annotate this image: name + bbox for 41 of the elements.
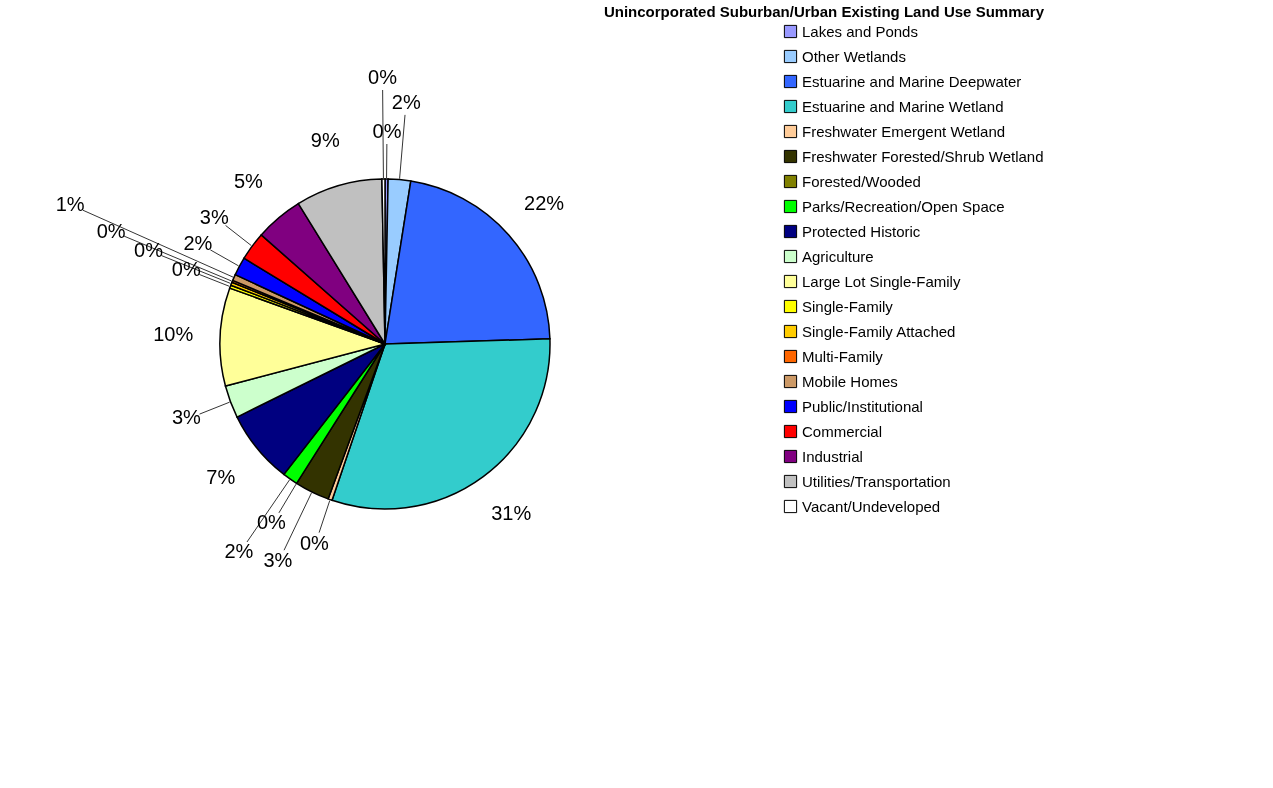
legend-label: Estuarine and Marine Deepwater <box>802 72 1022 90</box>
data-label: 0% <box>171 258 201 281</box>
legend-label: Protected Historic <box>802 222 921 240</box>
legend-label: Mobile Homes <box>802 372 898 390</box>
legend-label: Lakes and Ponds <box>802 22 918 40</box>
legend-label: Public/Institutional <box>802 397 923 415</box>
legend-label: Industrial <box>802 447 863 465</box>
legend-label: Forested/Wooded <box>802 172 921 190</box>
legend-label: Single-Family Attached <box>802 322 956 340</box>
text: 0% <box>256 511 286 533</box>
data-label: 0% <box>299 531 330 554</box>
legend-label: Freshwater Forested/Shrub Wetland <box>802 147 1044 165</box>
legend-label: Single-Family <box>802 297 894 315</box>
data-label: 3% <box>199 206 229 229</box>
data-label: 31% <box>491 502 532 525</box>
data-label: 9% <box>310 128 340 151</box>
data-label: 0% <box>134 239 164 262</box>
data-label: 10% <box>153 322 194 345</box>
legend-label: Other Wetlands <box>802 47 906 65</box>
legend-label: Commercial <box>802 422 883 440</box>
data-label: 0% <box>368 66 398 89</box>
legend-label: Agriculture <box>802 247 874 265</box>
legend-label: Freshwater Emergent Wetland <box>802 122 1006 140</box>
data-label: 2% <box>391 90 421 113</box>
data-label: 0% <box>96 219 126 242</box>
legend-label: Estuarine and Marine Wetland <box>802 97 1004 115</box>
legend-label: Parks/Recreation/Open Space <box>802 197 1005 215</box>
data-label: 22% <box>524 191 565 214</box>
data-label: 5% <box>233 169 263 192</box>
data-label: 3% <box>263 548 293 571</box>
legend-label: Multi-Family <box>802 347 884 365</box>
chart-title: Unincorporated Suburban/Urban Existing Land Use Summary <box>603 3 1045 20</box>
data-label: 1% <box>55 193 85 216</box>
data-label: 3% <box>172 406 202 429</box>
legend-label: Utilities/Transportation <box>802 472 951 490</box>
data-label: 2% <box>224 539 254 562</box>
legend-label: Vacant/Undeveloped <box>802 497 941 515</box>
legend-label: Large Lot Single-Family <box>802 272 961 290</box>
data-label: 0% <box>372 120 402 143</box>
data-label: 2% <box>183 232 213 255</box>
data-label: 7% <box>206 466 236 489</box>
